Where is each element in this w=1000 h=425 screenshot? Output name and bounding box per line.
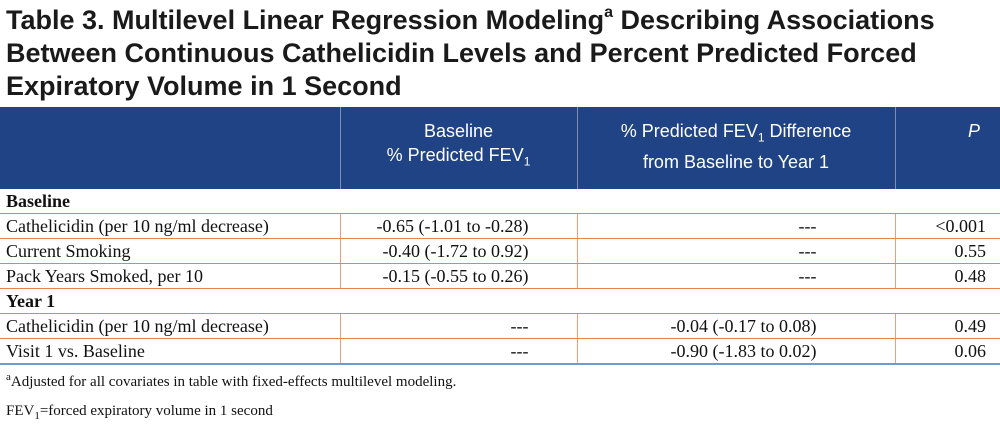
header-difference-line2: from Baseline to Year 1 [642,151,830,172]
baseline-cell: --- [339,338,577,365]
difference-cell: --- [576,263,895,289]
header-baseline-line2: % Predicted FEV [386,145,524,165]
footnote-abbr-text: =forced expiratory volume in 1 second [39,403,273,419]
p-value-cell: 0.49 [894,313,1000,339]
footnote-adjusted-text: Adjusted for all covariates in table wit… [10,374,457,390]
header-difference-line1: % Predicted FEV [620,121,758,141]
variable-cell: Current Smoking [0,238,340,264]
title-superscript: a [604,4,614,21]
header-p-value: P [894,107,1000,189]
p-value-cell: <0.001 [894,213,1000,239]
variable-cell: Cathelicidin (per 10 ng/ml decrease) [0,213,340,239]
footnote-abbr-sub: 1 [34,410,40,422]
p-value-cell: 0.48 [894,263,1000,289]
section-label: Baseline [0,189,1000,214]
difference-cell: -0.04 (-0.17 to 0.08) [576,313,895,339]
baseline-cell: --- [339,313,577,339]
table-header: Baseline % Predicted FEV1 % Predicted FE… [0,107,1000,189]
title-text-part1: Table 3. Multilevel Linear Regression Mo… [6,5,605,35]
header-difference-sub: 1 [757,130,765,145]
table-title: Table 3. Multilevel Linear Regression Mo… [6,4,996,103]
header-difference: % Predicted FEV1 Difference from Baselin… [576,107,895,189]
section-row-year1: Year 1 [0,288,1000,314]
table-row: Pack Years Smoked, per 10 -0.15 (-0.55 t… [0,263,1000,289]
header-baseline-line1: Baseline [423,121,494,141]
p-value-cell: 0.55 [894,238,1000,264]
variable-cell: Cathelicidin (per 10 ng/ml decrease) [0,313,340,339]
difference-cell: --- [576,238,895,264]
table-body: Baseline Cathelicidin (per 10 ng/ml decr… [0,189,1000,365]
header-variable [0,107,340,189]
footnote-abbreviation: FEV1=forced expiratory volume in 1 secon… [6,402,273,425]
baseline-cell: -0.15 (-0.55 to 0.26) [339,263,577,289]
footnote-abbr-term: FEV [6,403,35,419]
table-row: Current Smoking -0.40 (-1.72 to 0.92) --… [0,238,1000,264]
header-baseline: Baseline % Predicted FEV1 [339,107,577,189]
title-text-part2: Describing Associations Between Continuo… [6,5,935,101]
header-baseline-sub: 1 [523,154,531,169]
table-row: Cathelicidin (per 10 ng/ml decrease) -0.… [0,213,1000,239]
variable-cell: Pack Years Smoked, per 10 [0,263,340,289]
footnote-adjusted: aAdjusted for all covariates in table wi… [6,368,456,391]
baseline-cell: -0.65 (-1.01 to -0.28) [339,213,577,239]
table-row: Visit 1 vs. Baseline --- -0.90 (-1.83 to… [0,338,1000,365]
regression-table: Baseline % Predicted FEV1 % Predicted FE… [0,107,1000,365]
section-row-baseline: Baseline [0,189,1000,214]
header-row: Baseline % Predicted FEV1 % Predicted FE… [0,107,1000,189]
difference-cell: -0.90 (-1.83 to 0.02) [576,338,895,365]
baseline-cell: -0.40 (-1.72 to 0.92) [339,238,577,264]
header-difference-line1-post: Difference [764,121,852,141]
footnote-superscript: a [6,371,11,383]
variable-cell: Visit 1 vs. Baseline [0,338,340,365]
p-value-cell: 0.06 [894,338,1000,365]
table-row: Cathelicidin (per 10 ng/ml decrease) ---… [0,313,1000,339]
difference-cell: --- [576,213,895,239]
section-label: Year 1 [0,288,1000,314]
